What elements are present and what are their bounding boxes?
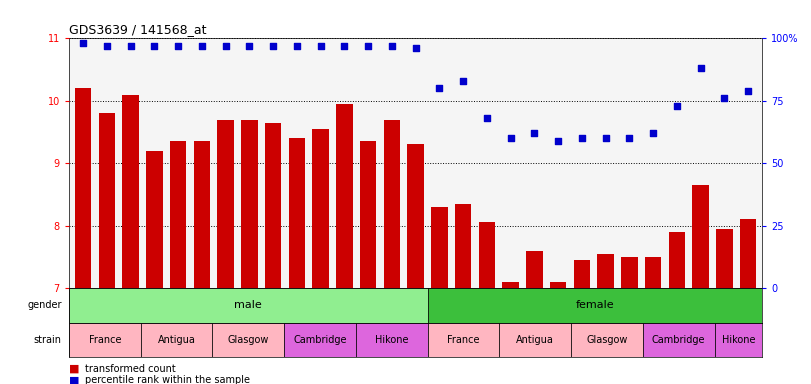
Point xyxy=(741,88,754,94)
Bar xyxy=(573,260,590,288)
Bar xyxy=(356,323,427,357)
Text: Glasgow: Glasgow xyxy=(228,335,269,345)
Point xyxy=(671,103,684,109)
Point xyxy=(433,85,446,91)
Bar xyxy=(384,119,400,288)
Bar xyxy=(740,219,757,288)
Bar xyxy=(75,88,92,288)
Bar xyxy=(645,257,662,288)
Bar xyxy=(427,288,762,323)
Bar xyxy=(571,323,643,357)
Bar xyxy=(265,122,281,288)
Point xyxy=(101,43,114,49)
Point xyxy=(172,43,185,49)
Bar xyxy=(194,141,210,288)
Point xyxy=(480,115,493,121)
Text: ■: ■ xyxy=(69,364,83,374)
Point xyxy=(290,43,303,49)
Bar xyxy=(284,323,356,357)
Bar xyxy=(526,251,543,288)
Bar xyxy=(69,288,427,323)
Text: Cambridge: Cambridge xyxy=(294,335,347,345)
Point xyxy=(314,43,327,49)
Text: Antigua: Antigua xyxy=(157,335,195,345)
Text: ■: ■ xyxy=(69,375,83,384)
Point xyxy=(77,40,90,46)
Point xyxy=(148,43,161,49)
Point xyxy=(575,135,588,141)
Point xyxy=(623,135,636,141)
Point xyxy=(504,135,517,141)
Bar xyxy=(597,254,614,288)
Bar xyxy=(289,138,305,288)
Point xyxy=(195,43,208,49)
Bar xyxy=(550,282,566,288)
Point xyxy=(551,137,564,144)
Text: transformed count: transformed count xyxy=(85,364,176,374)
Point xyxy=(694,65,707,71)
Text: France: France xyxy=(88,335,121,345)
Text: Hikone: Hikone xyxy=(722,335,755,345)
Text: GDS3639 / 141568_at: GDS3639 / 141568_at xyxy=(69,23,207,36)
Bar xyxy=(502,282,519,288)
Bar xyxy=(169,141,187,288)
Bar xyxy=(360,141,376,288)
Bar xyxy=(212,323,284,357)
Bar xyxy=(621,257,637,288)
Text: gender: gender xyxy=(28,300,62,310)
Bar xyxy=(714,323,762,357)
Bar xyxy=(69,323,140,357)
Bar xyxy=(140,323,212,357)
Bar xyxy=(716,229,732,288)
Point xyxy=(362,43,375,49)
Point xyxy=(528,130,541,136)
Text: Antigua: Antigua xyxy=(517,335,554,345)
Bar xyxy=(500,323,571,357)
Point xyxy=(409,45,422,51)
Text: France: France xyxy=(447,335,480,345)
Point xyxy=(219,43,232,49)
Point xyxy=(599,135,612,141)
Text: strain: strain xyxy=(34,335,62,345)
Bar xyxy=(427,323,500,357)
Text: percentile rank within the sample: percentile rank within the sample xyxy=(85,375,250,384)
Text: male: male xyxy=(234,300,262,310)
Point xyxy=(243,43,256,49)
Point xyxy=(385,43,398,49)
Bar xyxy=(241,119,258,288)
Bar xyxy=(478,222,496,288)
Point xyxy=(124,43,137,49)
Text: female: female xyxy=(576,300,614,310)
Text: Cambridge: Cambridge xyxy=(652,335,706,345)
Point xyxy=(338,43,351,49)
Bar xyxy=(217,119,234,288)
Bar xyxy=(99,113,115,288)
Bar xyxy=(312,129,329,288)
Bar xyxy=(693,185,709,288)
Point xyxy=(267,43,280,49)
Point xyxy=(718,95,731,101)
Bar xyxy=(643,323,714,357)
Text: Hikone: Hikone xyxy=(375,335,409,345)
Bar xyxy=(431,207,448,288)
Text: Glasgow: Glasgow xyxy=(586,335,628,345)
Bar xyxy=(407,144,424,288)
Bar xyxy=(336,104,353,288)
Bar xyxy=(146,151,163,288)
Bar xyxy=(455,204,471,288)
Point xyxy=(646,130,659,136)
Bar xyxy=(122,94,139,288)
Point xyxy=(457,78,470,84)
Bar xyxy=(668,232,685,288)
